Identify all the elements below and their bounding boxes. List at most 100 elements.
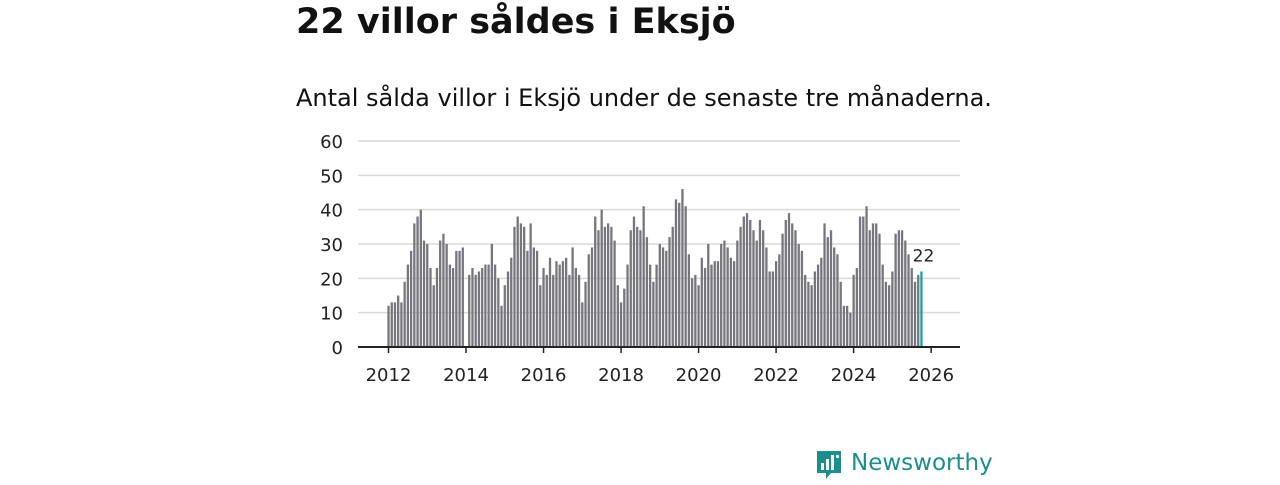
bar <box>632 216 636 347</box>
bar <box>629 230 632 347</box>
x-tick-label: 2022 <box>753 365 799 386</box>
bar <box>900 230 904 347</box>
bar <box>710 264 713 347</box>
bar <box>493 264 497 347</box>
bar <box>597 230 600 347</box>
bar <box>387 305 390 347</box>
bar-chart-speech-icon <box>815 449 843 479</box>
bar <box>648 264 652 347</box>
bar <box>532 247 535 347</box>
bar <box>439 240 442 347</box>
bar <box>445 244 448 347</box>
bar <box>568 274 571 347</box>
x-tick-label: 2016 <box>521 365 567 386</box>
bar <box>510 257 513 347</box>
bar <box>587 254 590 347</box>
bar <box>429 268 432 347</box>
bar <box>855 268 858 347</box>
bar <box>671 226 674 347</box>
bar <box>397 295 400 347</box>
bar <box>545 274 548 347</box>
bar <box>884 281 888 347</box>
bar <box>784 219 787 347</box>
bar <box>513 226 516 347</box>
bar <box>871 223 875 347</box>
data-labels: 22 <box>913 246 935 266</box>
bar <box>894 233 897 347</box>
bar <box>781 233 784 347</box>
bar <box>739 226 742 347</box>
bar <box>655 264 658 347</box>
y-tick-label: 60 <box>320 132 343 153</box>
bar <box>451 268 455 347</box>
bar-highlighted <box>920 271 923 347</box>
bar <box>726 247 729 347</box>
bar <box>490 244 494 347</box>
bar <box>846 305 849 347</box>
bar <box>687 254 691 347</box>
bar <box>897 230 900 347</box>
bar <box>668 237 671 347</box>
x-tick-label: 2018 <box>598 365 644 386</box>
bar <box>458 250 461 347</box>
bar <box>813 271 817 347</box>
bar <box>606 223 610 347</box>
bar <box>548 257 552 347</box>
bar <box>471 268 474 347</box>
y-tick-label: 10 <box>320 304 343 325</box>
bar <box>600 209 603 347</box>
bar <box>771 271 775 347</box>
bar <box>523 226 526 347</box>
bar <box>713 261 716 347</box>
bar <box>481 268 484 347</box>
bar <box>642 206 645 347</box>
y-tick-label: 20 <box>320 269 343 290</box>
bar <box>797 244 800 347</box>
bar <box>700 257 703 347</box>
bar <box>665 250 668 347</box>
bar <box>823 223 826 347</box>
bar <box>610 226 613 347</box>
bars <box>387 189 923 347</box>
bar <box>571 247 574 347</box>
bar <box>787 213 791 347</box>
page-title: 22 villor såldes i Eksjö <box>296 2 736 42</box>
bar <box>749 219 752 347</box>
bar <box>800 250 804 347</box>
bar <box>390 302 393 347</box>
bar <box>616 285 619 347</box>
bar <box>542 268 545 347</box>
bar <box>636 226 639 347</box>
bar <box>561 261 565 347</box>
bar <box>913 281 917 347</box>
bar <box>590 247 594 347</box>
bar <box>581 302 584 347</box>
bar <box>765 247 768 347</box>
y-tick-label: 40 <box>320 201 343 222</box>
bar <box>723 240 726 347</box>
bar <box>519 223 523 347</box>
bar <box>594 216 597 347</box>
bar <box>409 250 413 347</box>
bar <box>678 202 681 347</box>
bar <box>842 305 846 347</box>
bar <box>868 230 871 347</box>
bar <box>681 189 684 347</box>
bar <box>716 261 720 347</box>
bar <box>503 285 506 347</box>
bar <box>623 288 626 347</box>
bar <box>758 219 762 347</box>
bar <box>774 261 778 347</box>
bar <box>820 257 823 347</box>
x-axis-ticks: 2012 2014 2016 2018 2020 2022 2024 2026 <box>366 347 954 386</box>
bar <box>829 230 833 347</box>
bar <box>500 305 503 347</box>
bar <box>684 206 687 347</box>
bar <box>707 244 710 347</box>
bar <box>807 281 810 347</box>
bar <box>468 274 471 347</box>
bar <box>639 230 642 347</box>
y-tick-label: 50 <box>320 166 343 187</box>
bar <box>403 281 406 347</box>
bar <box>558 264 561 347</box>
